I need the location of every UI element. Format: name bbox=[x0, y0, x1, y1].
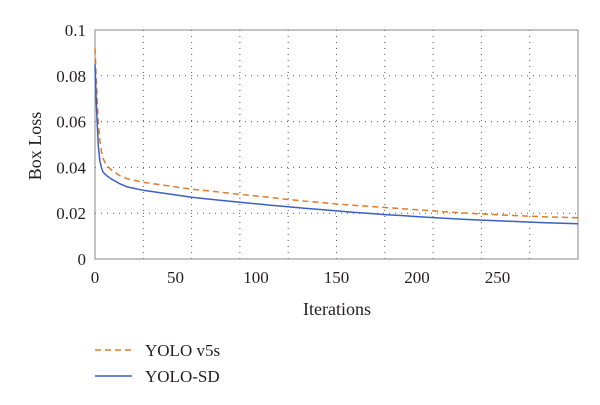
y-tick-label: 0.06 bbox=[56, 113, 86, 132]
x-tick-label: 100 bbox=[243, 268, 269, 287]
x-tick-label: 0 bbox=[91, 268, 100, 287]
x-axis-label: Iterations bbox=[303, 299, 371, 319]
y-axis-ticks: 0 0.02 0.04 0.06 0.08 0.1 bbox=[56, 21, 86, 269]
y-tick-label: 0.08 bbox=[56, 67, 86, 86]
legend-label-yolo-sd: YOLO-SD bbox=[145, 367, 220, 386]
x-tick-label: 200 bbox=[404, 268, 430, 287]
series-layer bbox=[94, 48, 579, 225]
y-tick-label: 0.02 bbox=[56, 204, 86, 223]
plot-area-frame bbox=[94, 29, 579, 260]
y-tick-label: 0 bbox=[78, 250, 87, 269]
y-tick-label: 0.1 bbox=[65, 21, 86, 40]
series-line-yolo-sd bbox=[94, 64, 579, 225]
y-tick-label: 0.04 bbox=[56, 158, 86, 177]
x-axis-ticks: 0 50 100 150 200 250 bbox=[91, 268, 511, 287]
x-tick-label: 50 bbox=[167, 268, 184, 287]
grid-lines bbox=[95, 30, 578, 259]
legend-label-yolo-v5s: YOLO v5s bbox=[145, 341, 220, 360]
legend: YOLO v5s YOLO-SD bbox=[95, 341, 220, 386]
x-tick-label: 250 bbox=[485, 268, 511, 287]
x-tick-label: 150 bbox=[324, 268, 350, 287]
y-axis-label: Box Loss bbox=[25, 112, 45, 181]
